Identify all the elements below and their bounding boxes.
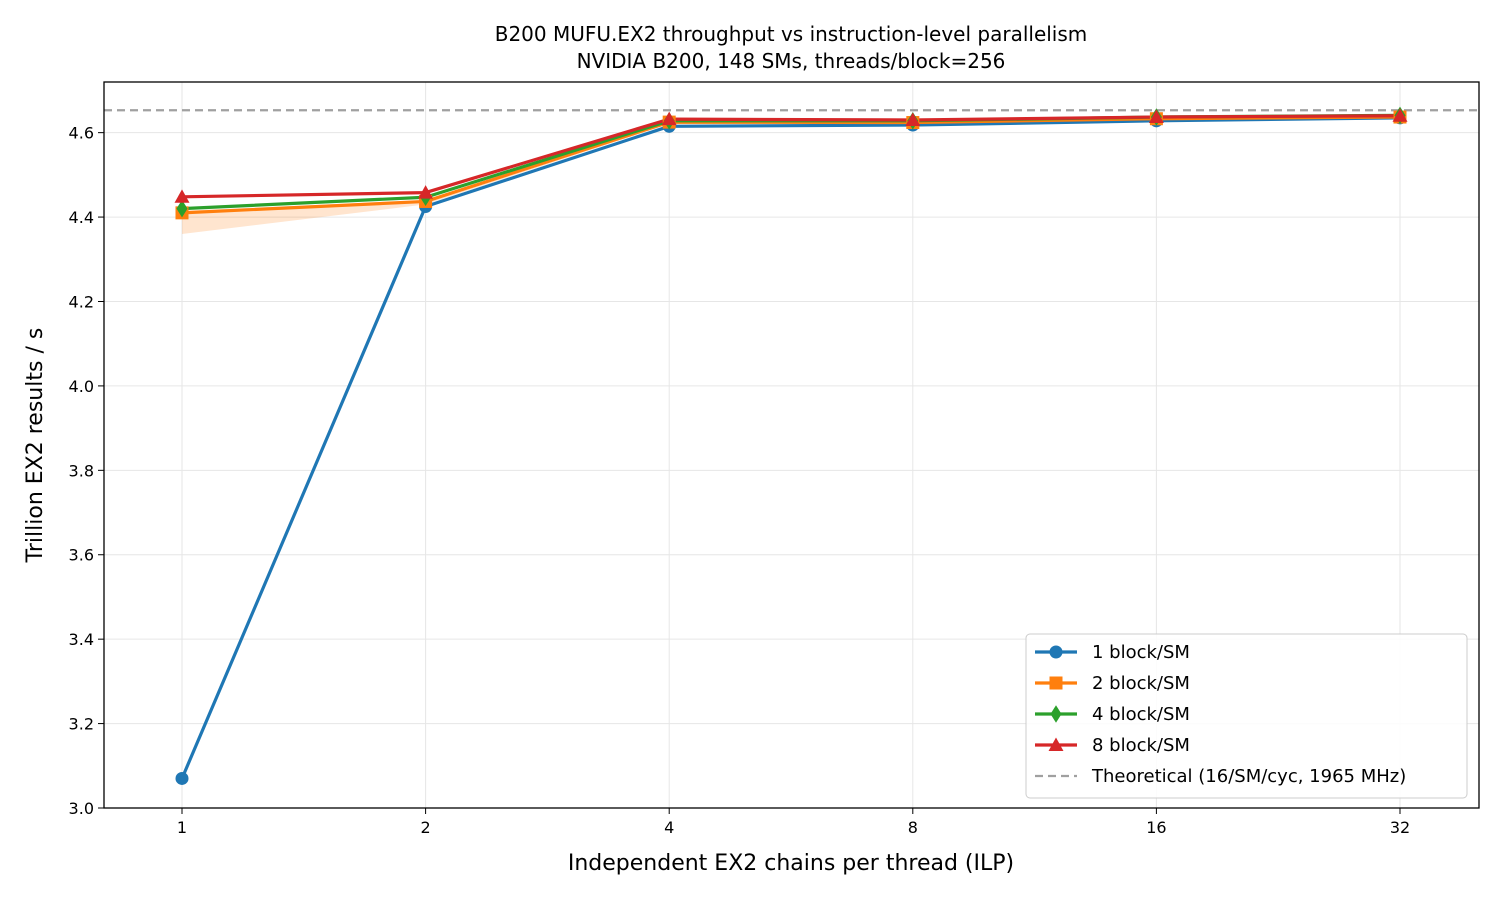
data-point <box>1148 109 1164 124</box>
data-point <box>905 112 921 126</box>
y-axis-ticks: 3.0 3.2 3.4 3.6 3.8 4.0 4.2 4.4 4.6 <box>69 124 104 818</box>
legend-label: 1 block/SM <box>1092 642 1190 663</box>
y-tick-label: 4.4 <box>69 208 94 227</box>
data-point <box>174 189 190 203</box>
legend: 1 block/SM 2 block/SM 4 block/SM 8 block/SM… <box>1025 633 1468 799</box>
y-tick-label: 3.2 <box>69 715 94 734</box>
y-axis-label: Trillion EX2 results / s <box>23 328 48 564</box>
data-point <box>418 185 434 199</box>
plot-area-frame <box>103 81 1480 809</box>
chart-subtitle: NVIDIA B200, 148 SMs, threads/block=256 <box>577 49 1006 73</box>
y-tick-label: 3.6 <box>69 546 94 565</box>
error-band <box>182 115 1400 234</box>
data-point <box>1049 676 1063 690</box>
x-tick-label: 4 <box>664 818 674 837</box>
data-point <box>1392 108 1408 122</box>
x-axis-label: Independent EX2 chains per thread (ILP) <box>568 851 1014 876</box>
x-tick-label: 16 <box>1146 818 1166 837</box>
y-tick-label: 3.0 <box>69 799 94 818</box>
y-tick-label: 4.2 <box>69 292 94 311</box>
x-axis-ticks: 1 2 4 8 16 32 <box>177 808 1410 837</box>
data-point <box>661 111 677 126</box>
legend-label: 8 block/SM <box>1092 735 1190 756</box>
grid <box>104 82 1479 809</box>
legend-label: 2 block/SM <box>1092 673 1190 694</box>
legend-label: Theoretical (16/SM/cyc, 1965 MHz) <box>1091 766 1406 787</box>
series-lines <box>180 113 1401 780</box>
series-line <box>181 115 1401 215</box>
x-tick-label: 1 <box>177 818 187 837</box>
series-markers <box>174 106 1408 785</box>
x-tick-label: 2 <box>421 818 431 837</box>
series-line <box>181 114 1401 199</box>
chart-title: B200 MUFU.EX2 throughput vs instruction-… <box>495 22 1088 46</box>
data-point <box>176 199 188 218</box>
data-point <box>1050 705 1062 723</box>
y-tick-label: 4.6 <box>69 124 94 143</box>
y-tick-label: 3.8 <box>69 461 94 480</box>
data-point <box>1049 645 1063 659</box>
legend-box <box>1025 633 1468 799</box>
data-point <box>1048 737 1064 751</box>
legend-label: 4 block/SM <box>1092 704 1190 725</box>
series-line <box>180 116 1401 780</box>
y-tick-label: 3.4 <box>69 630 94 649</box>
x-tick-label: 8 <box>908 818 918 837</box>
data-point <box>175 771 189 785</box>
y-tick-label: 4.0 <box>69 377 94 396</box>
x-tick-label: 32 <box>1390 818 1410 837</box>
error-bands <box>182 115 1400 234</box>
